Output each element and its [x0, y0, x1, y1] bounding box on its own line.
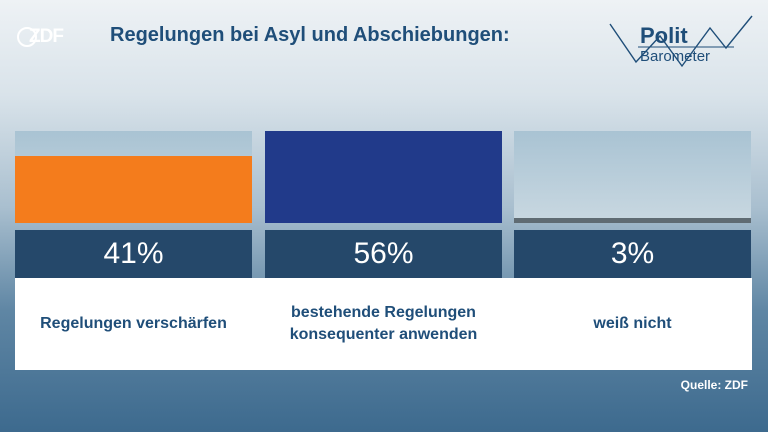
category-label-2-line1: bestehende Regelungen	[291, 304, 476, 321]
category-label-2: bestehende Regelungen konsequenter anwen…	[265, 278, 502, 370]
zdf-logo: ZDF	[17, 26, 77, 50]
category-label-1-line1: Regelungen verschärfen	[40, 315, 227, 332]
chart-title: Regelungen bei Asyl und Abschiebungen:	[110, 24, 510, 46]
bar-track-1	[15, 131, 252, 223]
zdf-logo-text: ZDF	[29, 26, 64, 47]
category-label-1: Regelungen verschärfen	[15, 278, 252, 370]
value-label-2: 56%	[265, 230, 502, 278]
category-label-3: weiß nicht	[514, 278, 751, 370]
bar-track-3	[514, 131, 751, 223]
bar-track-2	[265, 131, 502, 223]
politbarometer-zigzag-icon	[609, 15, 753, 68]
value-label-3: 3%	[514, 230, 751, 278]
zdf-logo-ring-icon	[17, 27, 37, 47]
value-label-1: 41%	[15, 230, 252, 278]
bar-weiss-nicht	[514, 218, 751, 223]
bar-regelungen-verschaerfen	[15, 156, 252, 223]
category-label-panel	[15, 278, 752, 370]
category-label-3-line1: weiß nicht	[593, 315, 672, 332]
bar-konsequenter-anwenden	[265, 131, 502, 223]
category-label-2-line2: konsequenter anwenden	[289, 326, 478, 343]
politbarometer-logo-line2: Barometer	[640, 48, 711, 65]
politbarometer-logo: Polit Barometer	[602, 14, 754, 78]
politbarometer-logo-line1: Polit	[640, 23, 688, 48]
source-note: Quelle: ZDF	[680, 378, 748, 392]
